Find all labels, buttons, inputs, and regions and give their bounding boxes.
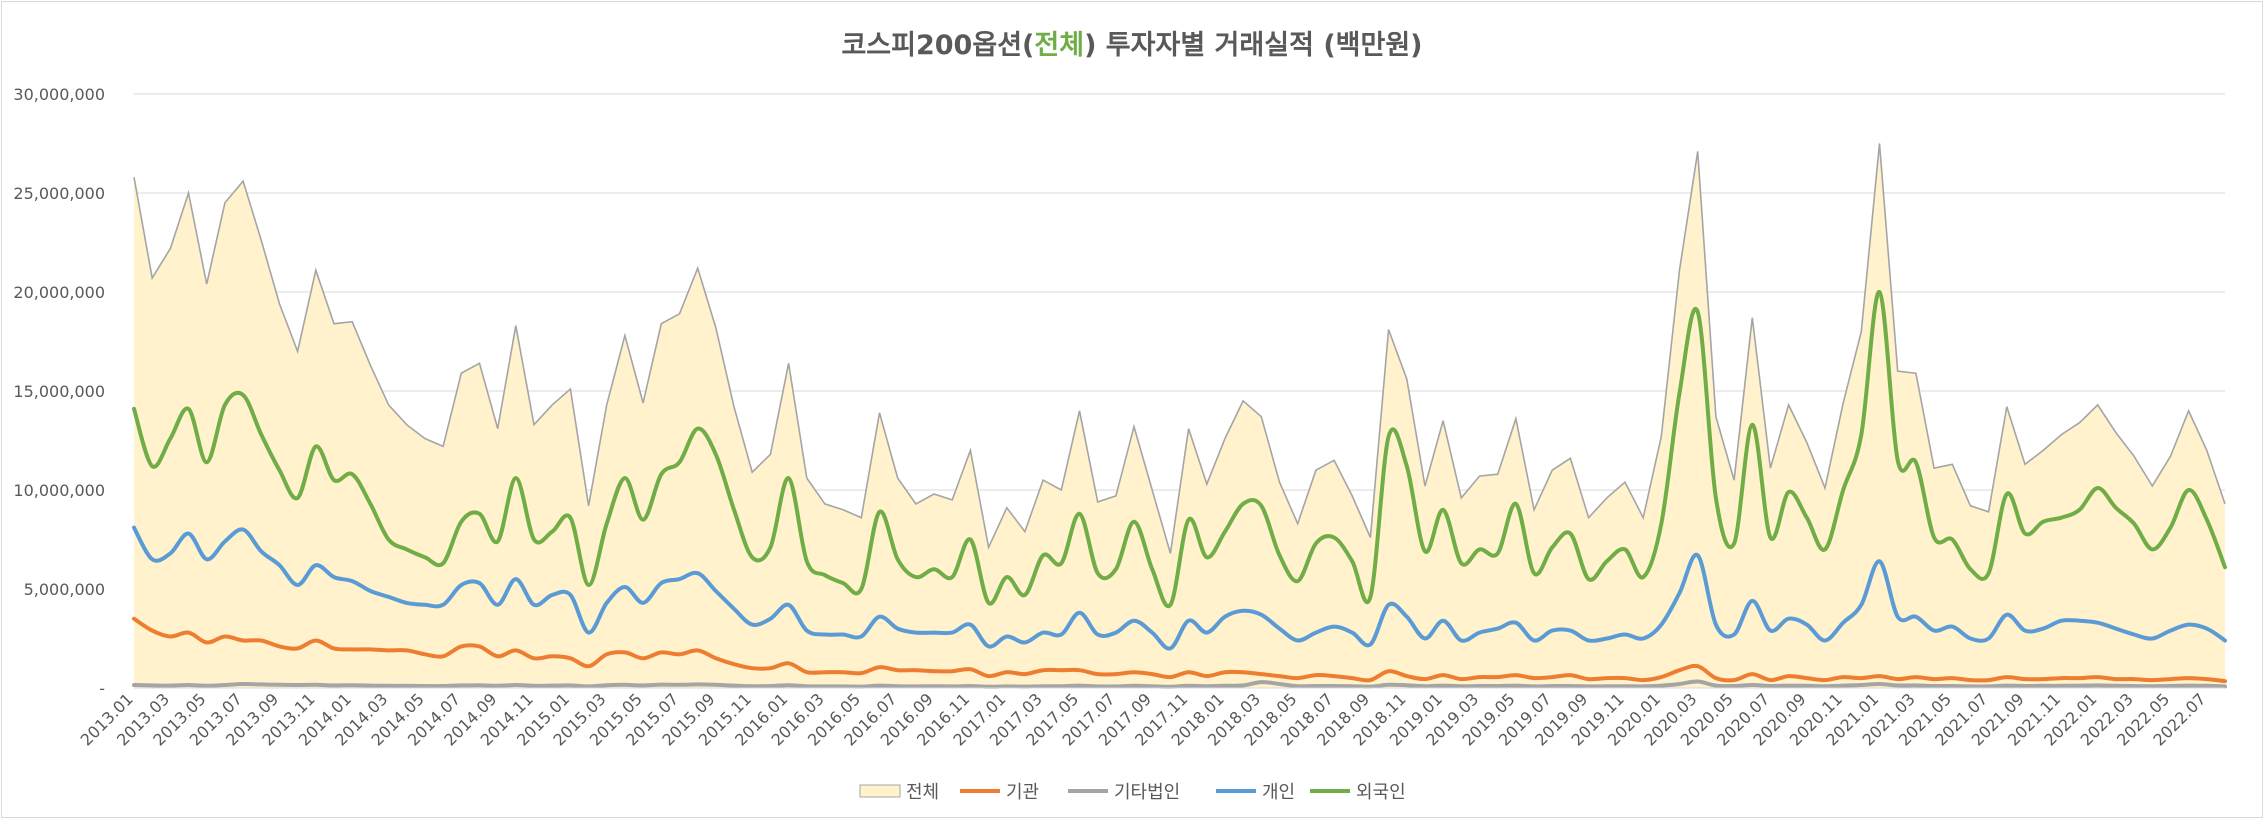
y-axis-tick-labels: - 5,000,000 10,000,000 15,000,000 20,000,000… (13, 85, 105, 698)
series-lines-layer (132, 289, 2227, 689)
y-tick-label: 30,000,000 (13, 85, 105, 104)
y-tick-label: 20,000,000 (13, 283, 105, 302)
y-tick-label: 25,000,000 (13, 184, 105, 203)
series-area-outline-0 (133, 143, 2226, 554)
legend-item: 개인 (1216, 782, 1295, 803)
legend-item: 기타법인 (1068, 782, 1180, 803)
series-area-layer (133, 143, 2226, 688)
series-area-0 (134, 143, 2225, 688)
series-line-1 (132, 616, 2227, 684)
legend-item: 외국인 (1310, 782, 1406, 803)
y-tick-label: 15,000,000 (13, 382, 105, 401)
y-tick-label: - (99, 679, 105, 698)
legend: 전체 기관 기타법인 개인 외국인 (859, 782, 1406, 803)
legend-swatch (859, 784, 901, 798)
chart-title-suffix: ) 투자자별 거래실적 (백만원) (1084, 30, 1422, 61)
series-line-4 (132, 289, 2227, 609)
chart-title: 코스피200옵션(전체) 투자자별 거래실적 (백만원) (841, 30, 1422, 61)
legend-label: 기타법인 (1114, 782, 1180, 803)
series-line-3 (132, 525, 2227, 651)
legend-item: 기관 (960, 782, 1039, 803)
y-tick-label: 10,000,000 (13, 481, 105, 500)
legend-label: 기관 (1006, 782, 1039, 803)
legend-label: 개인 (1262, 782, 1295, 803)
y-tick-label: 5,000,000 (24, 580, 105, 599)
legend-item: 전체 (859, 782, 939, 803)
chart-title-highlight: 전체 (1034, 30, 1084, 61)
series-line-2 (132, 679, 2227, 689)
chart-title-prefix: 코스피200옵션( (841, 30, 1034, 61)
x-axis-tick-labels: 2013.012013.032013.052013.072013.092013.… (77, 689, 2210, 749)
legend-label: 외국인 (1356, 782, 1406, 803)
legend-label: 전체 (906, 782, 939, 803)
